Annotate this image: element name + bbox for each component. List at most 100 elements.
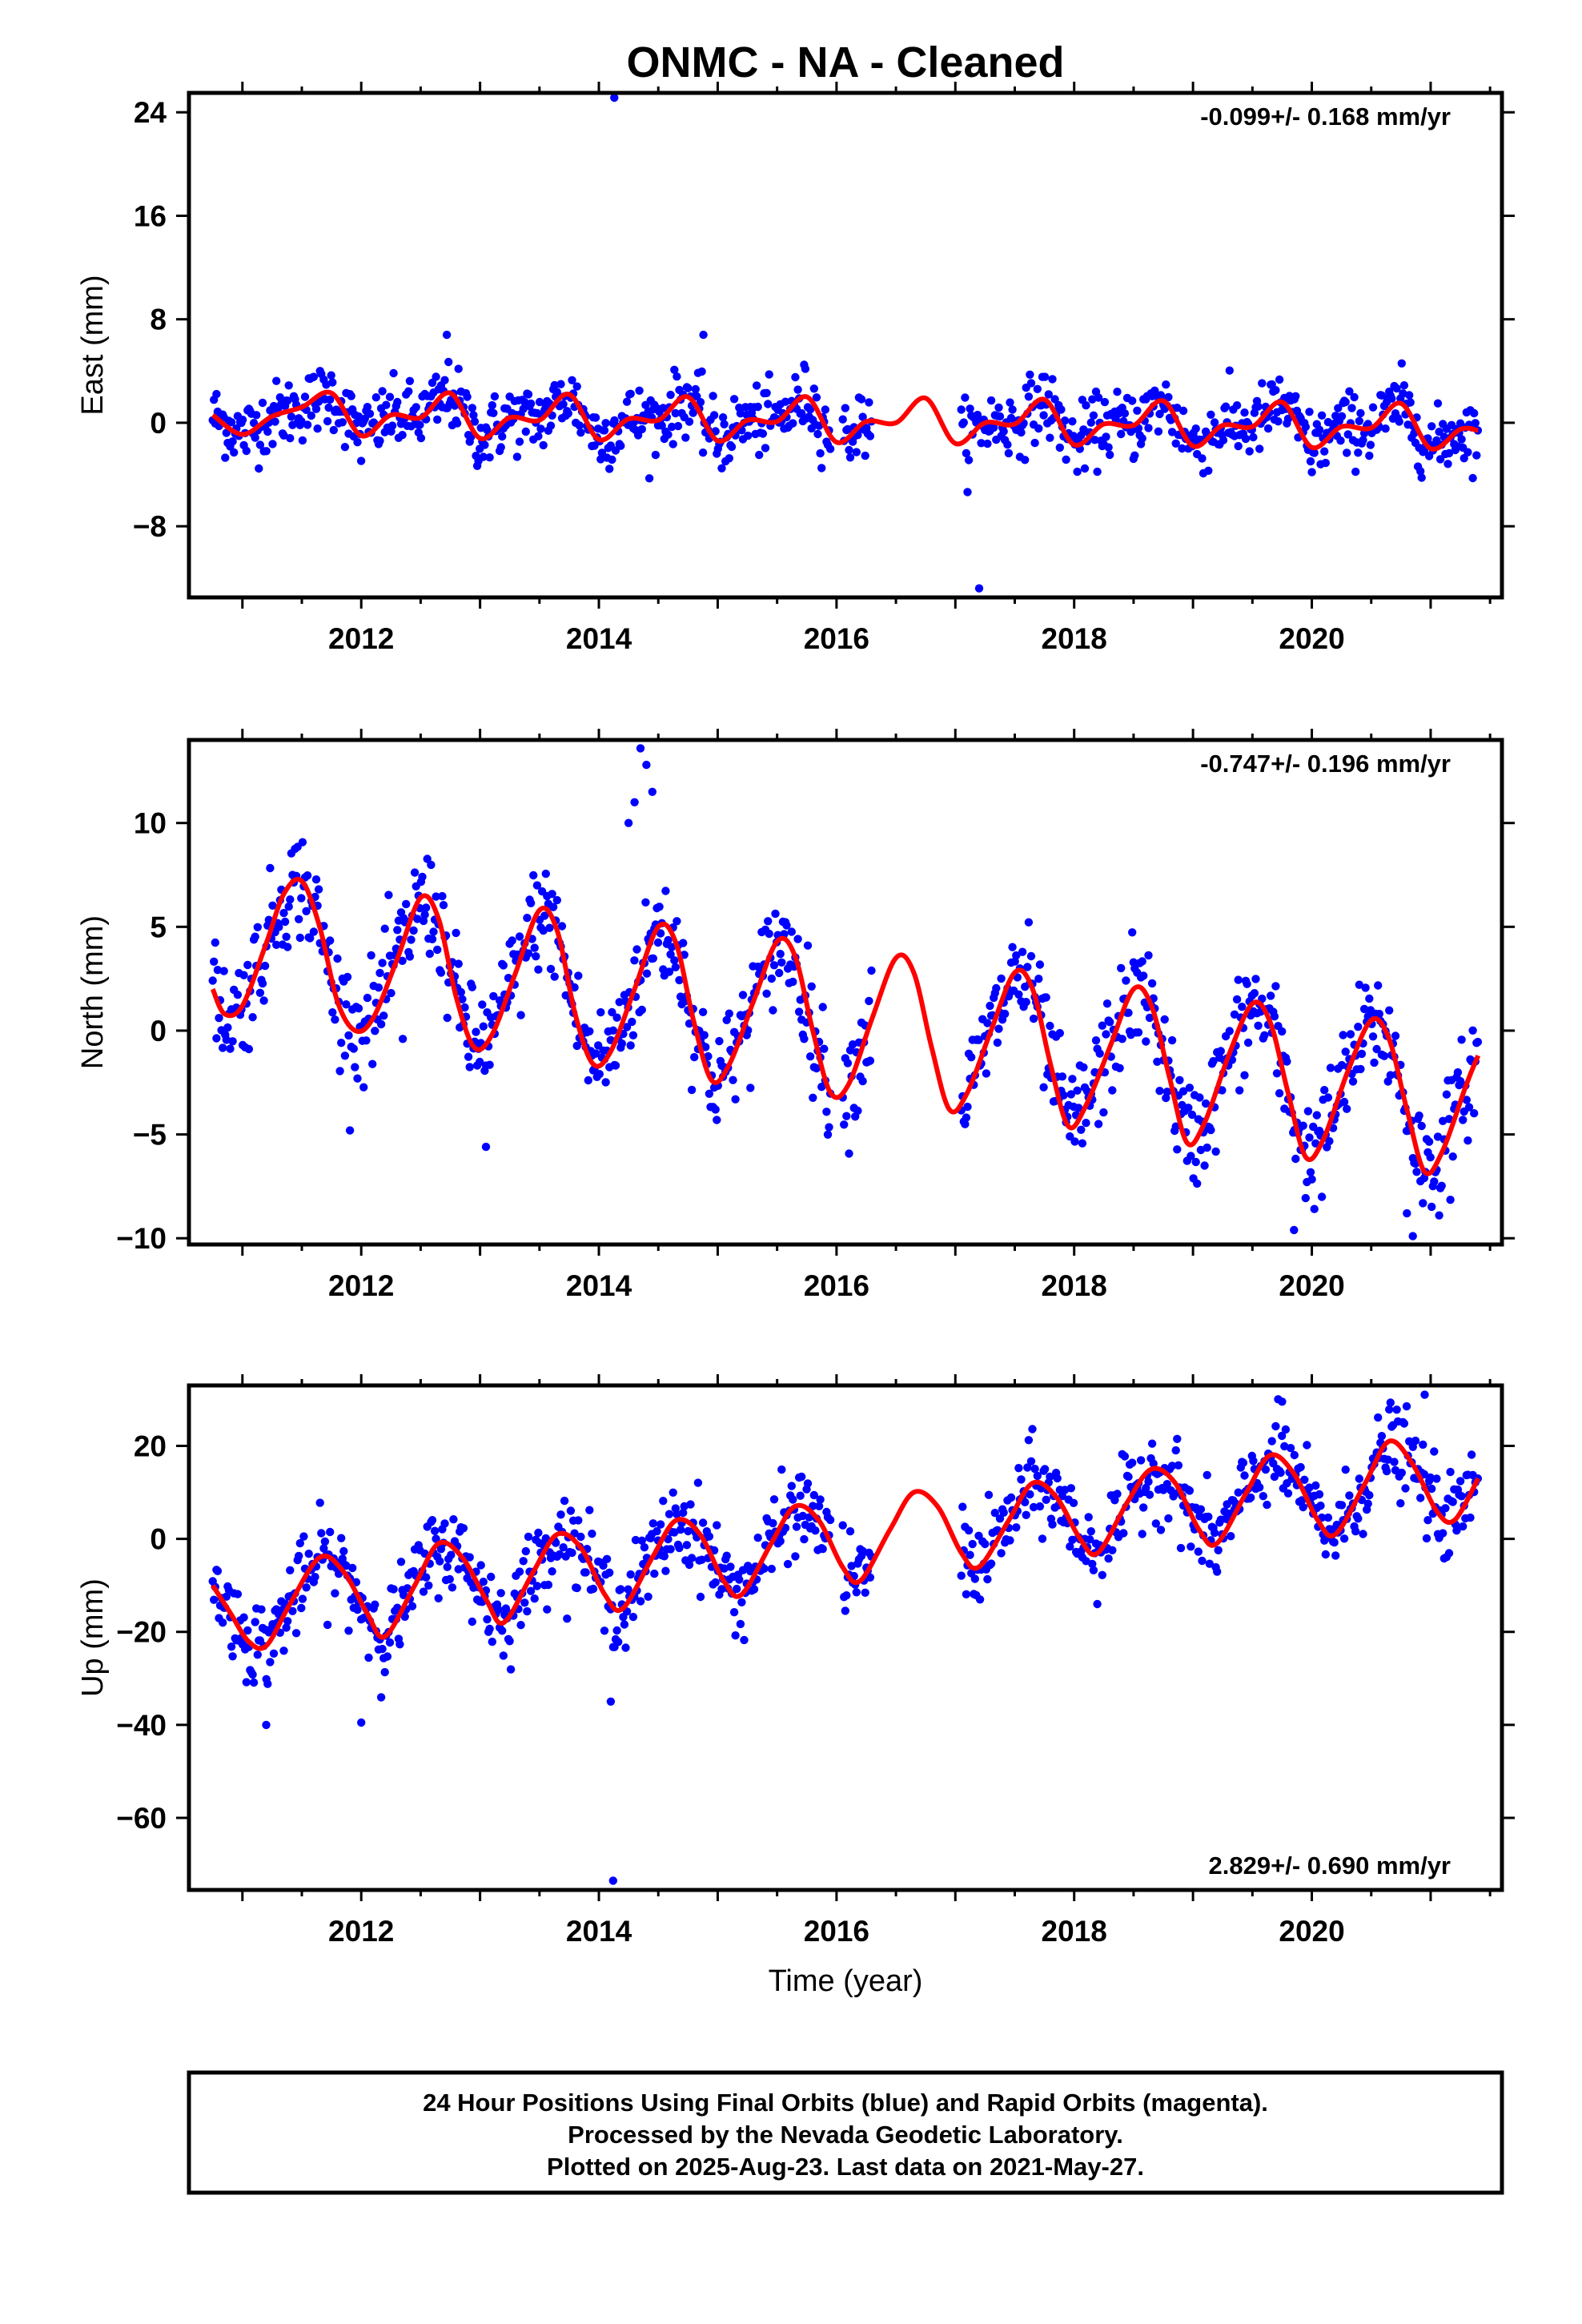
north-data-point (687, 1085, 697, 1095)
up-data-point (448, 1583, 457, 1592)
north-data-point (438, 891, 447, 901)
east-data-point (986, 396, 996, 405)
up-data-point (644, 1592, 652, 1602)
up-data-point (385, 1638, 395, 1647)
east-data-point (825, 444, 835, 453)
up-data-point (995, 1514, 1005, 1523)
east-data-point (1039, 411, 1048, 420)
north-data-point (1254, 1021, 1263, 1031)
up-data-point (1104, 1554, 1113, 1563)
east-data-point (1232, 401, 1242, 410)
up-data-point (479, 1578, 488, 1586)
north-data-point (1108, 1086, 1117, 1095)
north-data-point (379, 1011, 388, 1020)
north-outlier-point (1408, 1232, 1417, 1240)
north-data-point (248, 1013, 257, 1022)
east-data-point (428, 378, 437, 388)
up-data-point (506, 1665, 516, 1674)
north-data-point (673, 917, 681, 926)
up-data-point (1084, 1513, 1093, 1522)
east-data-point (1345, 387, 1354, 396)
north-data-point (572, 1041, 581, 1051)
east-data-point (789, 419, 797, 428)
north-outlier-point (636, 744, 645, 753)
east-data-point (684, 384, 693, 392)
north-data-point (302, 907, 311, 916)
east-data-point (275, 393, 284, 402)
east-data-point (393, 397, 402, 407)
up-data-point (242, 1678, 251, 1687)
east-data-point (284, 381, 293, 390)
up-data-point (1281, 1425, 1291, 1434)
up-data-point (1459, 1522, 1468, 1531)
up-data-point (588, 1530, 596, 1538)
north-data-point (303, 871, 312, 880)
east-data-point (1306, 456, 1315, 466)
up-data-point (964, 1526, 974, 1535)
north-data-point (594, 1041, 603, 1050)
north-data-point (375, 968, 384, 978)
east-data-point (1405, 391, 1414, 400)
east-data-point (519, 404, 528, 413)
north-data-point (283, 943, 292, 951)
east-data-point (637, 424, 646, 434)
up-data-point (958, 1502, 967, 1511)
up-y-tick-label: 20 (134, 1429, 167, 1462)
up-data-point (602, 1554, 612, 1564)
up-data-point (304, 1550, 313, 1558)
up-data-point (1297, 1496, 1307, 1505)
east-data-point (791, 372, 800, 382)
east-data-point (227, 418, 236, 427)
up-data-point (1330, 1538, 1339, 1547)
up-data-point (636, 1597, 645, 1606)
up-data-point (669, 1488, 677, 1498)
east-data-point (1088, 395, 1097, 404)
north-data-point (967, 1053, 976, 1062)
up-data-point (1144, 1478, 1153, 1486)
east-data-point (765, 370, 773, 379)
north-data-point (853, 1106, 862, 1116)
north-data-point (532, 952, 540, 961)
north-data-point (665, 967, 674, 976)
up-data-point (219, 1618, 227, 1627)
north-data-point (534, 965, 543, 974)
up-scatter-points (208, 1390, 1483, 1885)
east-data-point (228, 437, 237, 446)
north-data-point (1144, 951, 1153, 960)
east-data-point (1271, 386, 1280, 395)
up-data-point (353, 1605, 362, 1614)
east-data-point (1144, 424, 1153, 432)
north-data-point (374, 983, 383, 992)
up-data-point (1186, 1542, 1195, 1551)
north-data-point (670, 956, 679, 965)
north-data-point (1102, 1030, 1110, 1039)
east-data-point (479, 452, 488, 461)
up-data-point (1365, 1490, 1374, 1500)
up-data-point (1204, 1512, 1213, 1522)
north-data-point (368, 1059, 377, 1068)
north-data-point (439, 901, 448, 910)
up-data-point (465, 1553, 474, 1562)
east-data-point (973, 410, 982, 420)
north-data-point (298, 838, 307, 846)
up-data-point (729, 1608, 739, 1617)
north-data-point (1370, 1058, 1379, 1068)
north-data-point (1122, 976, 1130, 985)
north-data-point (380, 924, 389, 933)
north-data-point (1339, 1031, 1347, 1039)
north-data-point (393, 926, 402, 935)
north-data-point (787, 927, 796, 936)
up-data-point (1098, 1570, 1107, 1580)
north-data-point (1162, 1093, 1170, 1103)
up-data-point (816, 1495, 825, 1504)
up-data-point (1354, 1514, 1363, 1523)
east-data-point (378, 387, 387, 396)
north-outlier-point (398, 1035, 408, 1043)
east-data-point (857, 395, 866, 404)
up-data-point (1210, 1528, 1219, 1538)
up-data-point (1156, 1526, 1166, 1534)
up-data-point (428, 1516, 437, 1525)
up-data-point (1176, 1543, 1186, 1553)
up-data-point (560, 1496, 569, 1506)
north-data-point (460, 1003, 469, 1012)
